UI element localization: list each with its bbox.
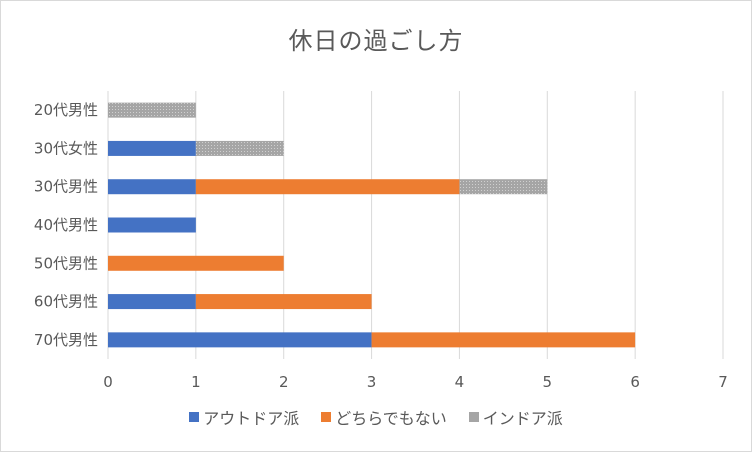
legend-swatch-outdoor bbox=[189, 412, 200, 422]
x-tick-label: 3 bbox=[367, 373, 377, 391]
legend-item-outdoor: アウトドア派 bbox=[189, 405, 299, 429]
x-tick-label: 6 bbox=[630, 373, 640, 391]
category-label: 70代男性 bbox=[34, 331, 98, 349]
legend-item-neither: どちらでもない bbox=[321, 405, 447, 429]
legend-item-indoor: インドア派 bbox=[468, 405, 563, 429]
bar-segment bbox=[371, 332, 636, 348]
x-tick-label: 0 bbox=[103, 373, 113, 391]
legend-label-outdoor: アウトドア派 bbox=[203, 409, 300, 428]
bar-segment bbox=[108, 217, 196, 233]
x-tick-label: 2 bbox=[279, 373, 289, 391]
category-label: 20代男性 bbox=[34, 101, 98, 119]
category-axis-labels: 20代男性 30代女性 30代男性 40代男性 50代男性 60代男性 70代男性 bbox=[34, 101, 98, 349]
bar-segment bbox=[195, 140, 284, 156]
legend-swatch-indoor bbox=[468, 412, 479, 422]
category-label: 30代男性 bbox=[34, 178, 98, 196]
category-label: 30代女性 bbox=[34, 139, 98, 157]
category-label: 50代男性 bbox=[34, 254, 98, 272]
x-tick-label: 5 bbox=[543, 373, 553, 391]
legend-label-neither: どちらでもない bbox=[335, 409, 447, 428]
bar-segment bbox=[108, 102, 196, 118]
bar-segment bbox=[195, 179, 460, 195]
legend-swatch-neither bbox=[321, 412, 332, 422]
bar-segment bbox=[108, 179, 196, 195]
bar-segment bbox=[108, 140, 196, 156]
value-axis-labels: 0 1 2 3 4 5 6 7 bbox=[103, 373, 728, 391]
chart-title: 休日の過ごし方 bbox=[288, 27, 464, 55]
x-tick-label: 1 bbox=[191, 373, 201, 391]
bar-segment bbox=[108, 294, 196, 310]
category-label: 40代男性 bbox=[34, 216, 98, 234]
x-tick-label: 7 bbox=[718, 373, 728, 391]
bar-segment bbox=[108, 255, 284, 271]
bar-segment bbox=[108, 332, 372, 348]
bar-segment bbox=[459, 179, 548, 195]
category-label: 60代男性 bbox=[34, 293, 98, 311]
legend-label-indoor: インドア派 bbox=[482, 409, 563, 428]
gridlines bbox=[107, 91, 724, 359]
bars bbox=[108, 102, 636, 348]
legend: アウトドア派 どちらでもない インドア派 bbox=[1, 405, 751, 429]
bar-segment bbox=[195, 294, 372, 310]
x-tick-label: 4 bbox=[455, 373, 465, 391]
